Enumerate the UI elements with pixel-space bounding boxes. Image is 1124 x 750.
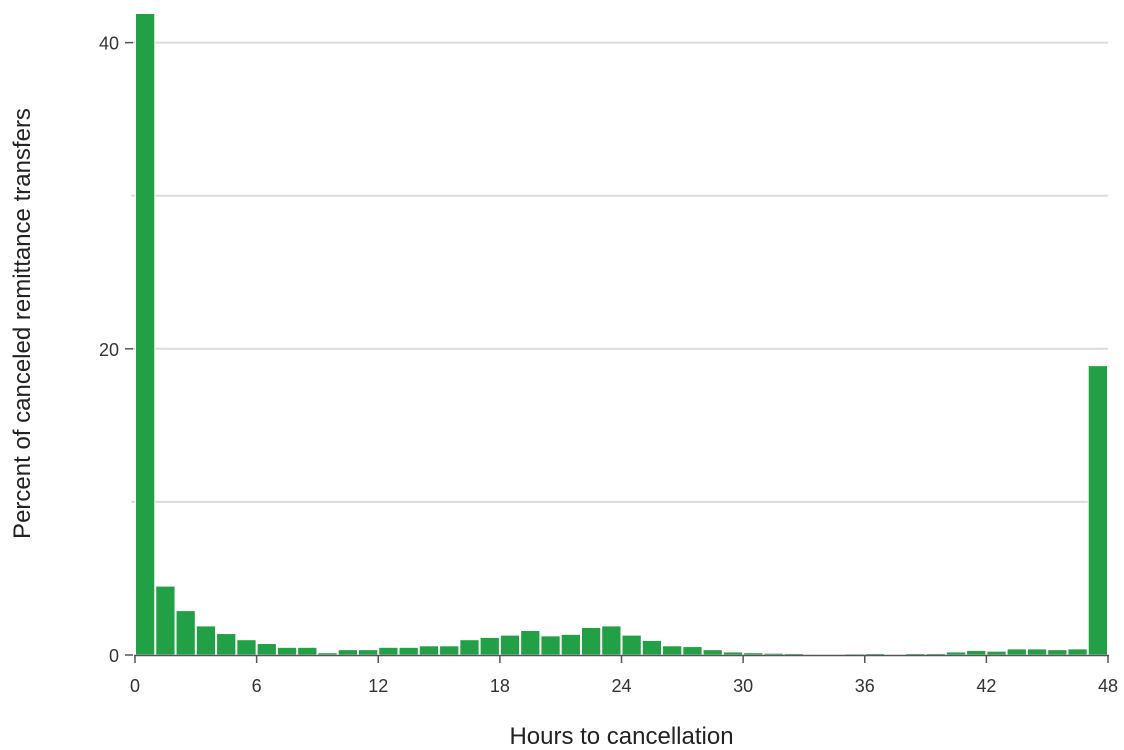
- histogram-bar: [743, 652, 764, 656]
- histogram-bar: [702, 649, 723, 656]
- x-tick-label: 6: [252, 676, 262, 696]
- histogram-bar: [276, 646, 298, 656]
- histogram-bar: [1067, 648, 1088, 656]
- x-axis-ticks: 0 6 12 18 24 30 36 42 48: [130, 655, 1118, 696]
- histogram-bar: [439, 645, 460, 656]
- bars: [135, 13, 1108, 656]
- histogram-bar: [1026, 648, 1048, 656]
- histogram-bar: [216, 633, 237, 656]
- histogram-bar: [155, 585, 176, 656]
- histogram-bar: [337, 649, 358, 656]
- histogram-bar: [540, 635, 561, 656]
- x-tick-label: 18: [490, 676, 510, 696]
- histogram-bar: [763, 652, 784, 656]
- histogram-bar: [317, 652, 338, 656]
- histogram-bar: [966, 649, 987, 656]
- y-gridlines: [131, 41, 1108, 503]
- histogram-bar: [135, 13, 156, 656]
- histogram-bar: [479, 636, 500, 656]
- histogram-bar: [418, 645, 440, 656]
- x-tick-label: 12: [368, 676, 388, 696]
- histogram-bar: [1047, 649, 1068, 656]
- histogram-bar: [499, 634, 521, 656]
- histogram-bar: [580, 626, 602, 656]
- x-tick-label: 42: [976, 676, 996, 696]
- x-axis-title: Hours to cancellation: [509, 723, 733, 750]
- x-tick-label: 30: [733, 676, 753, 696]
- histogram-bar: [236, 639, 257, 656]
- histogram-bar: [601, 625, 622, 656]
- histogram-bar: [175, 610, 196, 656]
- x-tick-label: 24: [611, 676, 631, 696]
- histogram-bar: [459, 639, 480, 656]
- histogram-bar: [378, 646, 399, 656]
- histogram-bar: [357, 649, 379, 656]
- histogram-bar: [1087, 365, 1108, 656]
- x-tick-label: 48: [1098, 676, 1118, 696]
- histogram-bar: [682, 646, 703, 656]
- x-tick-label: 0: [130, 676, 140, 696]
- y-axis-ticks: 0 20 40: [99, 34, 133, 666]
- y-tick-label: 20: [99, 340, 119, 360]
- histogram-bar: [722, 651, 744, 656]
- histogram-bar: [520, 630, 541, 656]
- histogram-bar: [195, 625, 217, 656]
- histogram-bar: [641, 639, 663, 656]
- histogram-bar: [1006, 648, 1027, 656]
- y-tick-label: 40: [99, 34, 119, 54]
- histogram-bar: [560, 633, 581, 656]
- y-tick-label: 0: [109, 646, 119, 666]
- histogram-bar: [621, 634, 642, 656]
- histogram-bar: [986, 650, 1007, 656]
- histogram-bar: [945, 651, 967, 656]
- histogram-bar: [256, 643, 277, 656]
- histogram-bar: [398, 646, 419, 656]
- x-tick-label: 36: [855, 676, 875, 696]
- histogram-bar: [662, 645, 683, 656]
- histogram-bar: [297, 646, 318, 656]
- y-axis-title: Percent of canceled remittance transfers: [9, 108, 36, 539]
